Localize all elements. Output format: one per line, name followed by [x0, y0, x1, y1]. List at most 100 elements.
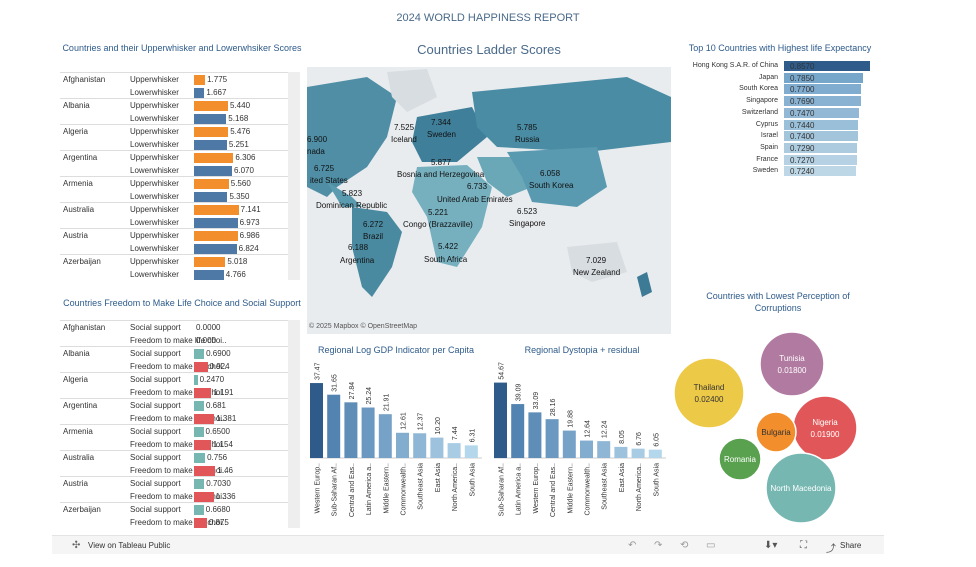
bubble[interactable] [792, 395, 858, 461]
bubble[interactable] [759, 331, 825, 397]
map-africa[interactable] [412, 165, 492, 267]
bar[interactable] [194, 414, 215, 424]
world-map[interactable]: 5.785 Russia 7.525 Iceland 7.344 Sweden 6.900 n… [307, 67, 671, 334]
map-asia[interactable] [507, 147, 607, 207]
freedom-scrollbar[interactable] [288, 320, 300, 528]
bar[interactable] [327, 394, 341, 458]
bar[interactable] [430, 437, 444, 458]
whisker-scrollbar[interactable] [288, 72, 300, 280]
table-row[interactable]: Argentina Social support 0.681 Freedom to m… [60, 398, 300, 424]
life-bar[interactable] [784, 131, 858, 142]
table-row[interactable]: Azerbaijan Social support 0.6680 Freedom to… [60, 502, 300, 528]
bubble[interactable] [765, 452, 837, 524]
bar[interactable] [562, 430, 576, 458]
bar[interactable] [194, 375, 198, 385]
table-row[interactable]: Austria Upperwhisker 6.986 Lowerwhisker 6.82… [60, 228, 300, 254]
bar[interactable] [378, 414, 392, 458]
bar[interactable] [194, 492, 214, 502]
table-row[interactable]: Australia Upperwhisker 7.141 Lowerwhisker 6.… [60, 202, 300, 228]
view-on-tableau-link[interactable]: View on Tableau Public [88, 541, 171, 550]
bar[interactable] [614, 446, 628, 458]
table-row[interactable]: Argentina Upperwhisker 6.306 Lowerwhisker 6.… [60, 150, 300, 176]
bar[interactable] [194, 114, 227, 124]
life-chart[interactable]: Hong Kong S.A.R. of China 0.8570 Japan 0.78… [680, 60, 880, 195]
bar[interactable] [545, 419, 559, 458]
bar[interactable] [194, 362, 208, 372]
map-south-america[interactable] [352, 207, 402, 297]
map-russia[interactable] [472, 77, 671, 152]
bar[interactable] [194, 88, 205, 98]
bar[interactable] [194, 166, 232, 176]
redo-icon[interactable]: ↷ [654, 540, 663, 551]
bar[interactable] [597, 441, 611, 458]
whisker-chart[interactable]: Afghanistan Upperwhisker 1.775 Lowerwhisker… [60, 72, 300, 280]
bar[interactable] [361, 407, 375, 458]
bar[interactable] [194, 101, 228, 111]
table-row[interactable]: Armenia Social support 0.6500 Freedom to ma… [60, 424, 300, 450]
bar[interactable] [194, 153, 234, 163]
life-bar[interactable] [784, 61, 870, 71]
bar[interactable] [194, 231, 238, 241]
bar[interactable] [194, 518, 207, 528]
table-row[interactable]: Albania Upperwhisker 5.440 Lowerwhisker 5.16… [60, 98, 300, 124]
share-icon[interactable]: ⤴ [826, 544, 836, 555]
bar[interactable] [648, 449, 662, 458]
pause-icon[interactable]: ▭ [706, 540, 716, 551]
bar[interactable] [447, 443, 461, 458]
bar[interactable] [194, 218, 238, 228]
bubble[interactable] [755, 411, 797, 453]
table-row[interactable]: Australia Social support 0.756 Freedom to m… [60, 450, 300, 476]
bar[interactable] [194, 466, 216, 476]
bar[interactable] [194, 388, 212, 398]
bar[interactable] [194, 479, 205, 489]
bar[interactable] [194, 179, 229, 189]
life-bar[interactable] [784, 72, 863, 83]
bar[interactable] [528, 412, 542, 458]
bubble[interactable] [718, 437, 762, 481]
bar[interactable] [494, 382, 507, 458]
undo-icon[interactable]: ↶ [628, 540, 637, 551]
bar[interactable] [194, 140, 227, 150]
bar[interactable] [464, 445, 478, 458]
bar[interactable] [194, 75, 206, 85]
bar[interactable] [194, 205, 239, 215]
bar[interactable] [194, 427, 204, 437]
table-row[interactable]: Armenia Upperwhisker 5.560 Lowerwhisker 5.35… [60, 176, 300, 202]
corruption-bubbles[interactable]: Thailand 0.02400 Tunisia 0.01800 Nigeria 0.01… [672, 318, 884, 530]
bar[interactable] [194, 270, 224, 280]
table-row[interactable]: Afghanistan Social support 0.0000 Freedom t… [60, 320, 300, 346]
bar[interactable] [194, 192, 228, 202]
bar[interactable] [396, 432, 409, 458]
bubble[interactable] [673, 357, 745, 429]
bar[interactable] [194, 453, 206, 463]
life-bar[interactable] [784, 84, 861, 95]
bar[interactable] [194, 440, 211, 450]
fullscreen-icon[interactable]: ⛶ [800, 540, 807, 551]
life-bar[interactable] [784, 119, 859, 130]
table-row[interactable]: Austria Social support 0.7030 Freedom to ma… [60, 476, 300, 502]
bar[interactable] [194, 505, 204, 515]
bar[interactable] [310, 383, 323, 458]
table-row[interactable]: Algeria Social support 0.2470 Freedom to ma… [60, 372, 300, 398]
dystopia-chart[interactable]: 54.67 Sub-Saharan Af.. 39.09 Latin America … [490, 358, 672, 530]
bar[interactable] [194, 401, 204, 411]
life-bar[interactable] [784, 107, 859, 118]
bar[interactable] [194, 244, 237, 254]
freedom-chart[interactable]: Afghanistan Social support 0.0000 Freedom t… [60, 320, 300, 528]
share-button[interactable]: Share [840, 541, 862, 550]
bar[interactable] [511, 404, 525, 458]
gdp-chart[interactable]: 37.47 Western Europ.. 31.65 Sub-Saharan Af.… [306, 358, 490, 530]
map-new-zealand[interactable] [637, 272, 652, 297]
table-row[interactable]: Azerbaijan Upperwhisker 5.018 Lowerwhisker 4… [60, 254, 300, 280]
bar[interactable] [580, 440, 593, 458]
revert-icon[interactable]: ⟲ [680, 540, 689, 551]
life-bar[interactable] [784, 154, 857, 165]
download-icon[interactable]: ⬇▾ [764, 540, 778, 551]
bar[interactable] [344, 402, 358, 458]
bar[interactable] [194, 257, 226, 267]
life-bar[interactable] [784, 166, 857, 177]
map-central-america[interactable] [327, 182, 362, 207]
life-bar[interactable] [784, 96, 861, 107]
bar[interactable] [413, 433, 427, 458]
map-north-america[interactable] [307, 77, 397, 197]
